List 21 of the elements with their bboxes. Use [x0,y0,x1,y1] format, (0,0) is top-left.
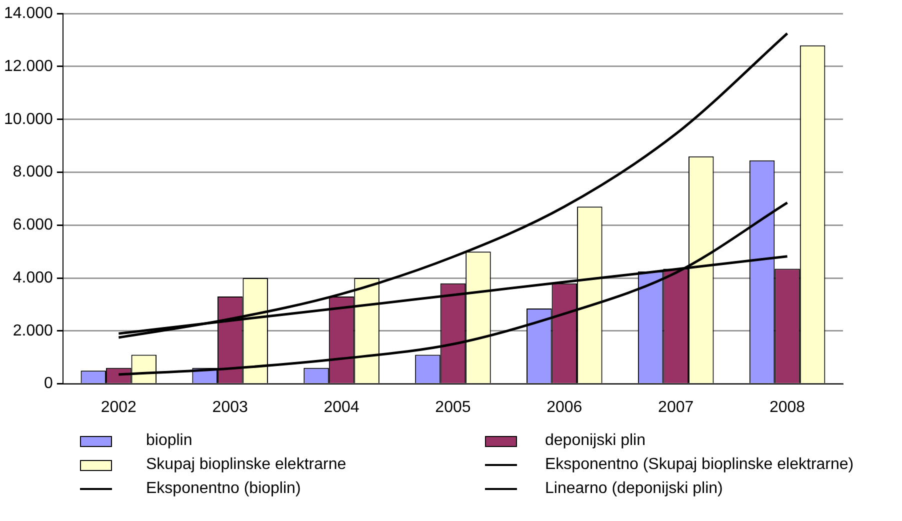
legend-label: Linearno (deponijski plin) [545,480,724,498]
x-tick-label: 2002 [100,398,137,416]
y-tick-label: 10.000 [4,110,54,128]
legend-label: bioplin [146,432,194,450]
x-tick-label: 2008 [769,398,806,416]
legend-label: Eksponentno (Skupaj bioplinske elektrarne) [545,456,855,474]
y-tick-label: 4.000 [12,269,54,286]
x-tick-label: 2005 [435,398,471,416]
y-tick-label: 0 [44,375,54,392]
y-tick-label: 8.000 [12,164,54,181]
y-tick-label: 12.000 [4,58,54,75]
legend-label: Eksponentno (bioplin) [146,480,302,498]
y-tick-label: 14.000 [4,5,54,22]
x-tick-label: 2004 [324,398,360,416]
x-tick-label: 2006 [546,398,582,416]
legend-label: deponijski plin [545,432,647,450]
y-tick-label: 6.000 [12,216,54,234]
legend-label: Skupaj bioplinske elektrarne [146,456,348,474]
y-tick-label: 2.000 [12,322,54,340]
x-tick-label: 2003 [212,398,248,416]
x-tick-label: 2007 [658,398,694,416]
